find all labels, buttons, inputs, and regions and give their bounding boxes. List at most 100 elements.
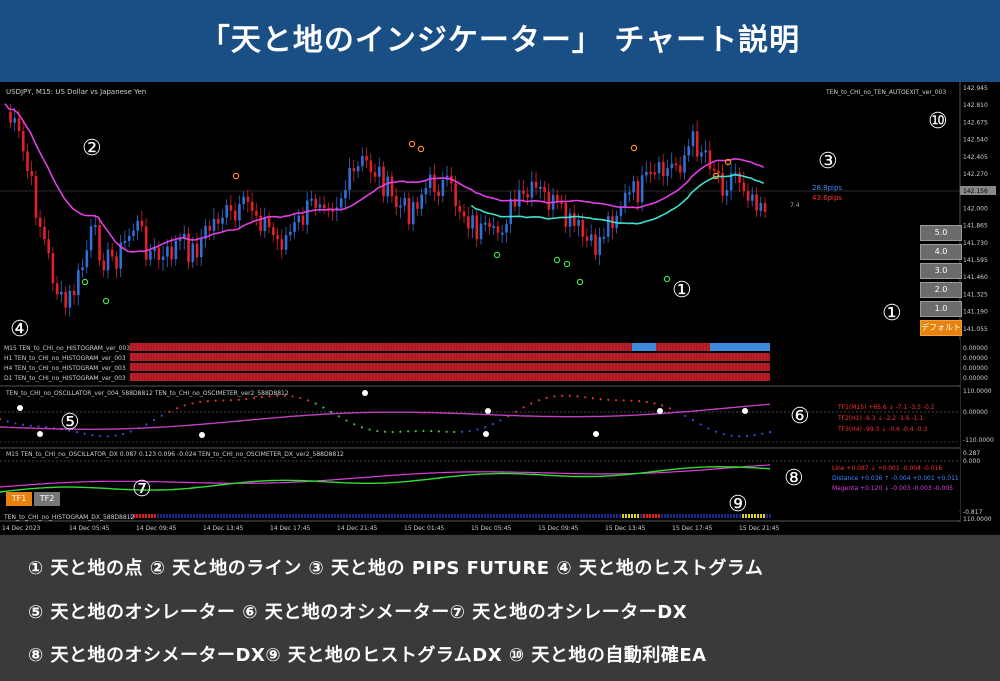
oscillator-dot (537, 399, 541, 402)
chart-window[interactable]: USDJPY, M15: US Dollar vs Japanese Yen T… (0, 82, 1000, 534)
price-tick: 142.405 (963, 154, 988, 161)
histogram-dx-bar (694, 514, 696, 518)
dx-green-line (0, 465, 771, 493)
oscillator-dot (499, 419, 502, 422)
oscillator-dot (730, 434, 733, 437)
candle-body (276, 234, 279, 240)
histogram-label: D1 TEN_to_CHI_no_HISTOGRAM_ver_003 (4, 375, 126, 382)
default-button[interactable]: デフォルト (920, 320, 962, 336)
oscillator-dot (391, 430, 394, 434)
oscillator-dot (99, 434, 102, 438)
time-label: 15 Dec 17:45 (672, 525, 713, 532)
histogram-dx-bar (583, 514, 585, 518)
oscillator-dot (422, 429, 425, 433)
time-label: 14 Dec 05:45 (69, 525, 110, 532)
pips-value: 7.4 (790, 202, 800, 209)
tf2-button[interactable]: TF2 (34, 492, 60, 506)
page-title: 「天と地のインジケーター」 チャート説明 (199, 23, 801, 58)
oscillator-dot (160, 414, 163, 417)
histogram-dx-bar (745, 514, 747, 518)
histogram-dx-bar (292, 514, 294, 518)
candle-body (751, 194, 754, 201)
lot-button-5[interactable]: 5.0 (920, 225, 962, 241)
candle-body (399, 205, 402, 208)
candle-body (123, 240, 127, 243)
lot-button-2[interactable]: 2.0 (920, 282, 962, 298)
oscillator-dot (14, 422, 17, 425)
histogram-label: H1 TEN_to_CHI_no_HISTOGRAM_ver_003 (4, 355, 126, 362)
histogram-dx-bar (508, 514, 510, 518)
dx-tick: 0.000 (963, 458, 980, 465)
histogram-dx-bar (271, 514, 273, 518)
oscillator-dot (553, 395, 556, 398)
histogram-label: H4 TEN_to_CHI_no_HISTOGRAM_ver_003 (4, 365, 126, 372)
histogram-dx-bar (553, 514, 555, 518)
oscillator-dot (545, 396, 548, 399)
candle-body (454, 183, 457, 206)
legend-line-3: ⑧ 天と地のオシメーターDX⑨ 天と地のヒストグラムDX ⑩ 天と地の自動利確E… (28, 645, 707, 666)
candle-body (314, 198, 318, 208)
histogram-dx-bar (178, 514, 180, 518)
histogram-dx-bar (361, 514, 363, 518)
candle-body (272, 227, 275, 235)
oscillator-dot (206, 400, 209, 403)
histogram-dx-bar (730, 514, 732, 518)
histogram-dx-bar (742, 514, 744, 518)
magenta-line (4, 103, 765, 253)
candle-body (259, 215, 262, 231)
lot-button-4[interactable]: 4.0 (920, 244, 962, 260)
marker-9: ⑨ (728, 492, 748, 517)
candle-body (119, 242, 123, 269)
oscillator-dot (168, 410, 171, 413)
histogram-dx-bar (538, 514, 540, 518)
candlestick-series (4, 103, 767, 317)
candle-body (666, 168, 669, 177)
histogram-dx-bar (205, 514, 207, 518)
symbol-label: USDJPY, M15: US Dollar vs Japanese Yen (6, 88, 146, 96)
histogram-dx-bar (169, 514, 171, 518)
chart-canvas[interactable]: USDJPY, M15: US Dollar vs Japanese Yen T… (0, 82, 1000, 534)
candle-body (746, 191, 750, 201)
lot-button-1[interactable]: 1.0 (920, 301, 962, 317)
tf1-button[interactable]: TF1 (6, 492, 32, 506)
price-tick: 142.810 (963, 102, 988, 109)
candle-body (428, 174, 432, 188)
candle-body (208, 225, 212, 231)
histogram-dx-bar (628, 514, 630, 518)
price-axis: 142.945 142.810 142.675 142.540 142.405 142.2… (963, 85, 988, 333)
histogram-dx-bar (196, 514, 198, 518)
oscillator-dot (437, 430, 440, 433)
histogram-dx-bar (463, 514, 465, 518)
histogram-dx-bar (316, 514, 318, 518)
oscillator-dot (260, 396, 263, 399)
time-axis: 14 Dec 2023 14 Dec 05:45 14 Dec 09:45 14 De… (2, 525, 780, 532)
histogram-blue (632, 343, 656, 351)
histogram-dx-bar (244, 514, 246, 518)
oscillator-dot (399, 430, 402, 433)
candle-body (187, 233, 190, 263)
price-tick: 141.595 (963, 257, 988, 264)
histogram-dx-bar (421, 514, 423, 518)
histogram-blue (710, 343, 770, 351)
oscillator-point (199, 432, 205, 438)
candle-body (85, 250, 89, 268)
marker-3: ③ (818, 149, 838, 174)
pips-down: 43.6pips (812, 194, 842, 202)
cyan-line (470, 173, 765, 225)
oscillator-dot (353, 423, 356, 426)
histogram-dx-bar (154, 514, 156, 518)
oscillator-dot (322, 406, 325, 409)
histogram-dx-bar (544, 514, 546, 518)
lot-button-3[interactable]: 3.0 (920, 263, 962, 279)
candle-body (517, 190, 521, 207)
oscillator-axis: 110.0000 0.00000 -110.0000 (963, 388, 994, 444)
candle-body (21, 130, 25, 152)
candle-body (467, 216, 470, 229)
histogram-dx-bar (709, 514, 711, 518)
candle-body (106, 249, 110, 271)
histogram-dx-bar (148, 514, 150, 518)
histogram-dx-bar (430, 514, 432, 518)
candle-body (47, 239, 50, 254)
